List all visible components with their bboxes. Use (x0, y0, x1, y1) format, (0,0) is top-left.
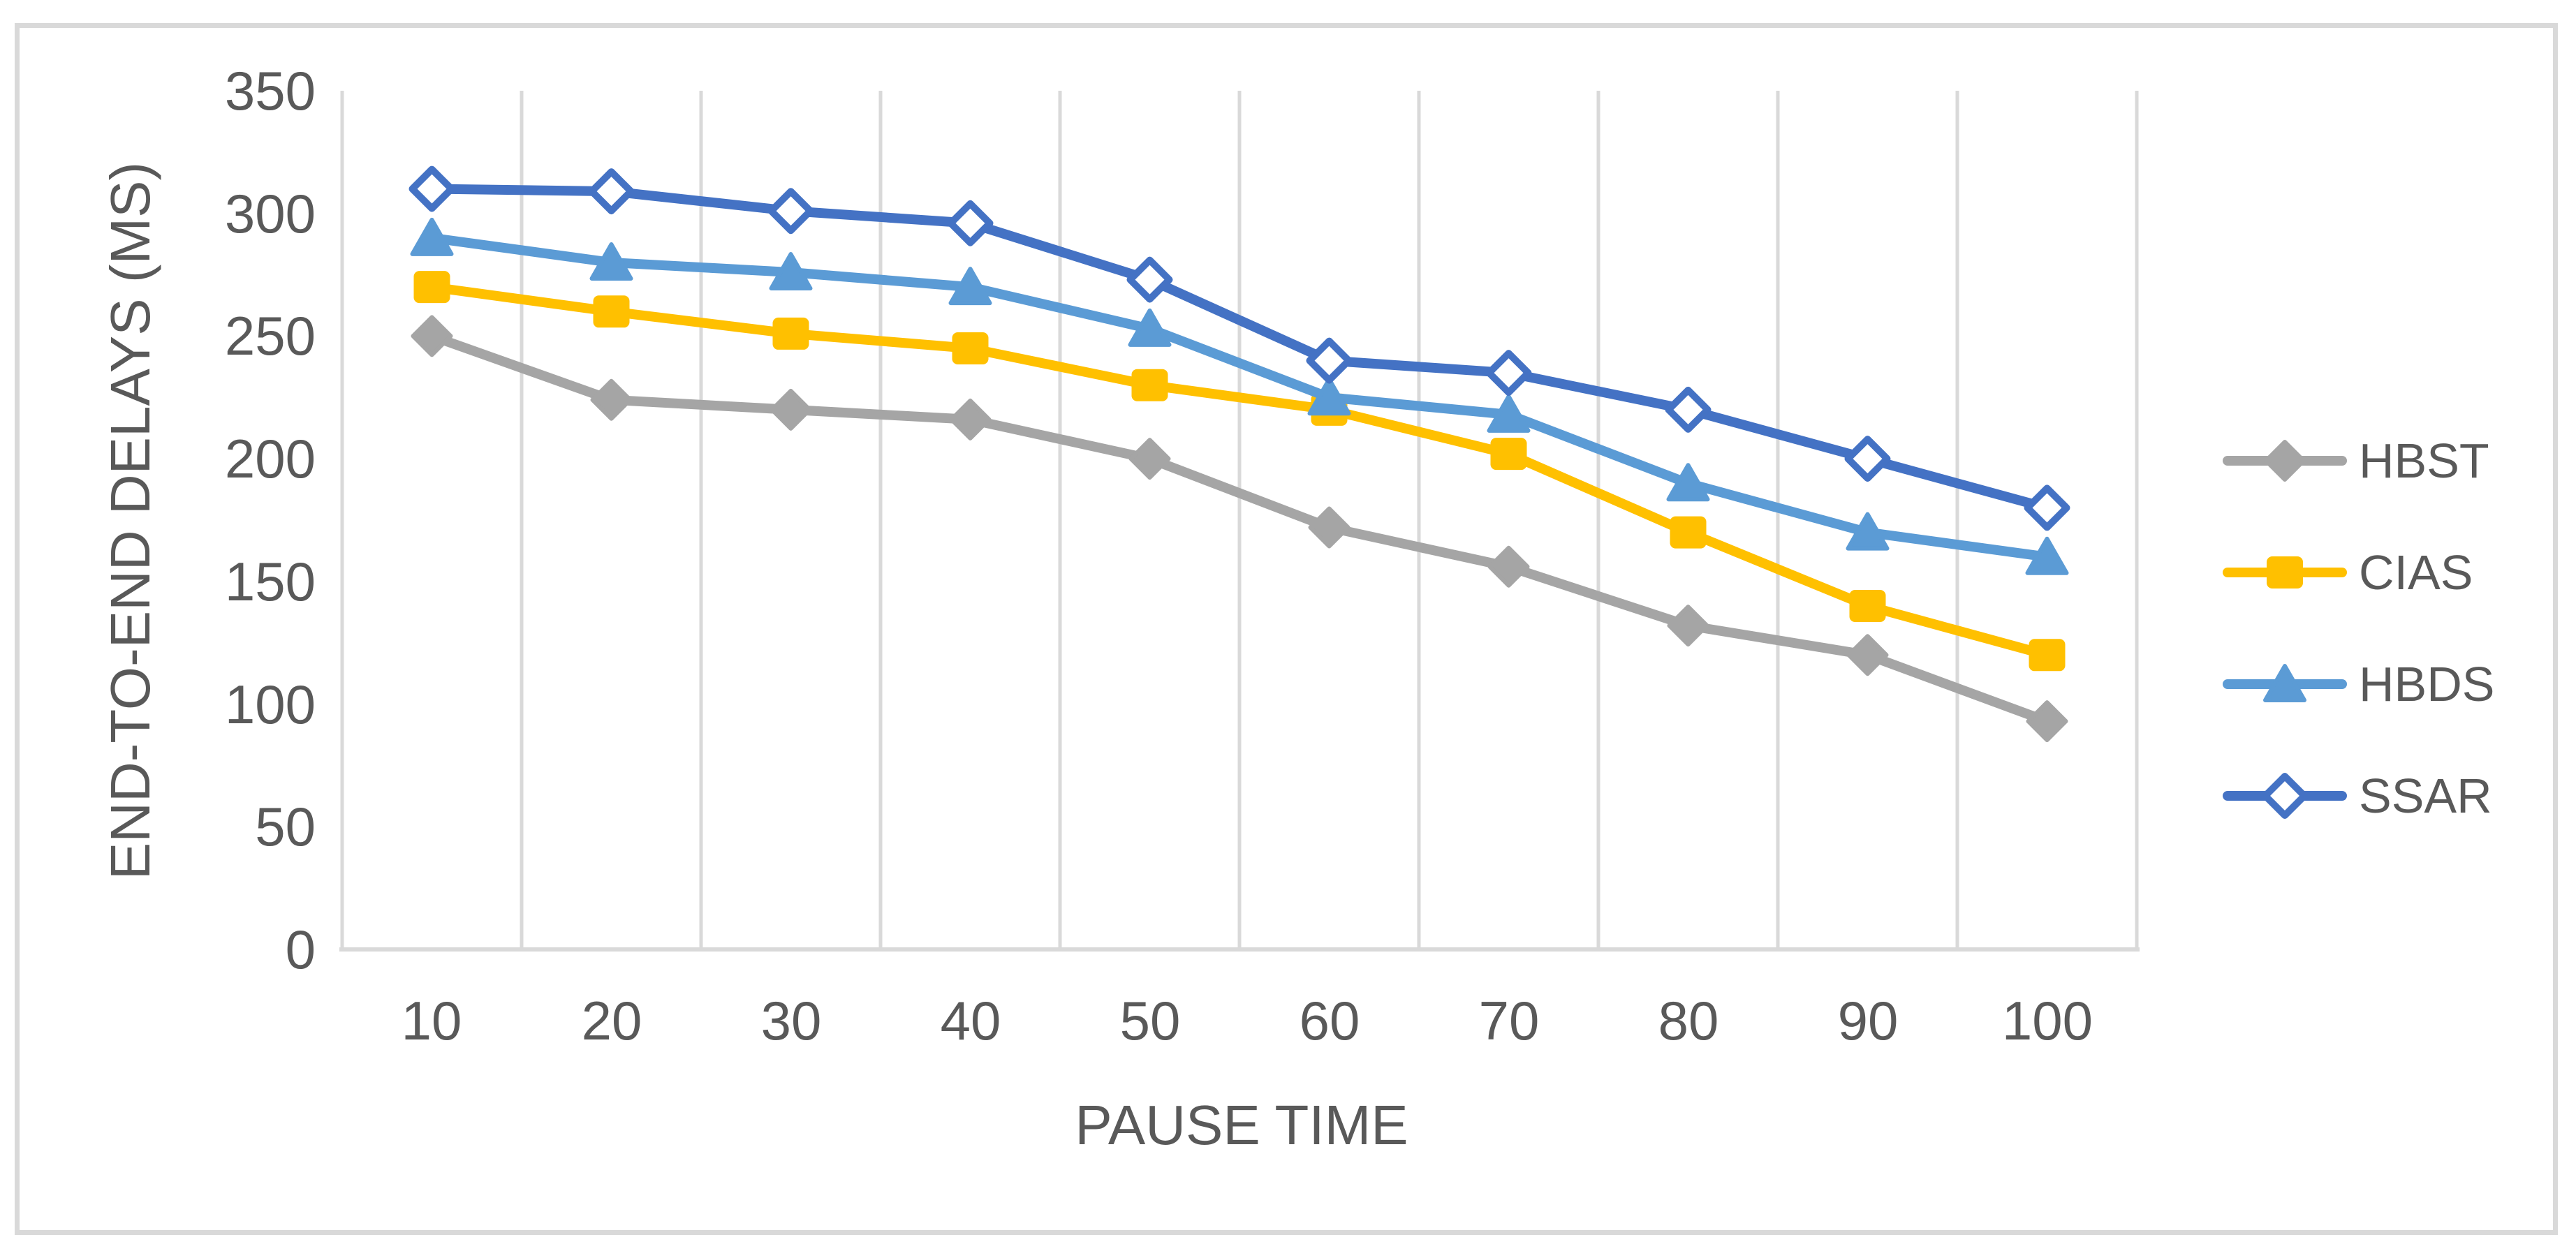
x-tick-90: 90 (1837, 990, 1899, 1051)
open-diamond-marker (1665, 386, 1712, 433)
y-tick-150: 150 (224, 551, 316, 612)
legend-item-cias: CIAS (2222, 546, 2473, 599)
y-tick-0: 0 (285, 919, 316, 980)
y-tick-100: 100 (224, 674, 316, 735)
square-marker (413, 271, 450, 304)
series-line-ssar (427, 184, 2052, 513)
square-marker (1670, 516, 1707, 549)
open-diamond-marker (1306, 337, 1353, 384)
square-marker (952, 332, 989, 364)
triangle-marker (948, 267, 992, 306)
x-tick-40: 40 (940, 990, 1001, 1051)
y-tick-350: 350 (224, 60, 316, 121)
x-tick-50: 50 (1119, 990, 1181, 1051)
open-diamond-marker (409, 165, 455, 212)
y-axis-title: END-TO-END DELAYS (MS) (99, 161, 161, 880)
cias-line-marker-icon (2223, 556, 2347, 589)
square-marker (1849, 590, 1886, 622)
square-marker (1131, 369, 1168, 401)
series-line-hbst (427, 331, 2052, 727)
open-diamond-marker (1126, 256, 1173, 303)
ssar-line-marker-icon (2223, 773, 2347, 819)
hbds-line-marker-icon (2223, 664, 2347, 702)
triangle-marker (2025, 536, 2069, 575)
open-diamond-marker (1485, 350, 1532, 397)
diamond-marker (2264, 440, 2306, 482)
y-tick-200: 200 (224, 428, 316, 489)
triangle-marker (769, 252, 813, 291)
x-tick-80: 80 (1658, 990, 1719, 1051)
square-marker (772, 317, 809, 350)
triangle-marker (1487, 394, 1531, 433)
legend-label-ssar: SSAR (2359, 769, 2492, 823)
triangle-marker (1128, 308, 1172, 347)
open-diamond-marker (588, 168, 635, 215)
square-marker (593, 295, 630, 328)
x-tick-20: 20 (581, 990, 642, 1051)
open-diamond-marker (767, 188, 814, 235)
legend-label-hbst: HBST (2359, 434, 2489, 488)
diamond-marker (1487, 545, 1530, 588)
x-axis-title: PAUSE TIME (1075, 1094, 1408, 1156)
x-tick-100: 100 (2001, 990, 2093, 1051)
diamond-marker (1667, 605, 1709, 647)
diamond-marker (1308, 506, 1350, 549)
open-diamond-marker (1844, 436, 1891, 482)
legend-item-hbds: HBDS (2222, 658, 2494, 711)
legend-label-cias: CIAS (2359, 545, 2473, 600)
figure-border (15, 23, 2558, 1235)
diamond-marker (1128, 438, 1171, 480)
x-tick-30: 30 (760, 990, 822, 1051)
open-diamond-marker (947, 200, 994, 246)
diamond-marker (949, 398, 992, 441)
triangle-marker (589, 242, 633, 281)
hbst-line-marker-icon (2223, 440, 2347, 482)
diamond-marker (770, 388, 812, 431)
x-tick-10: 10 (401, 990, 462, 1051)
diamond-marker (590, 378, 633, 421)
square-marker (1490, 438, 1527, 471)
diamond-marker (411, 315, 453, 357)
legend-item-ssar: SSAR (2222, 769, 2492, 822)
legend-item-hbst: HBST (2222, 434, 2489, 487)
triangle-marker (1846, 512, 1890, 551)
diamond-marker (2026, 700, 2068, 743)
triangle-marker (1307, 377, 1351, 416)
legend-label-hbds: HBDS (2359, 657, 2495, 711)
series-line-cias (427, 282, 2052, 660)
x-tick-60: 60 (1299, 990, 1360, 1051)
y-tick-250: 250 (224, 305, 316, 367)
x-tick-70: 70 (1478, 990, 1540, 1051)
open-diamond-marker (2262, 773, 2308, 819)
diamond-marker (1846, 634, 1889, 676)
y-tick-50: 50 (255, 796, 316, 857)
triangle-marker (2263, 664, 2306, 702)
open-diamond-marker (2024, 484, 2070, 531)
square-marker (2267, 556, 2303, 589)
y-tick-300: 300 (224, 183, 316, 244)
triangle-marker (410, 217, 454, 256)
triangle-marker (1666, 463, 1710, 502)
square-marker (2029, 639, 2066, 672)
series-line-hbds (427, 232, 2052, 562)
